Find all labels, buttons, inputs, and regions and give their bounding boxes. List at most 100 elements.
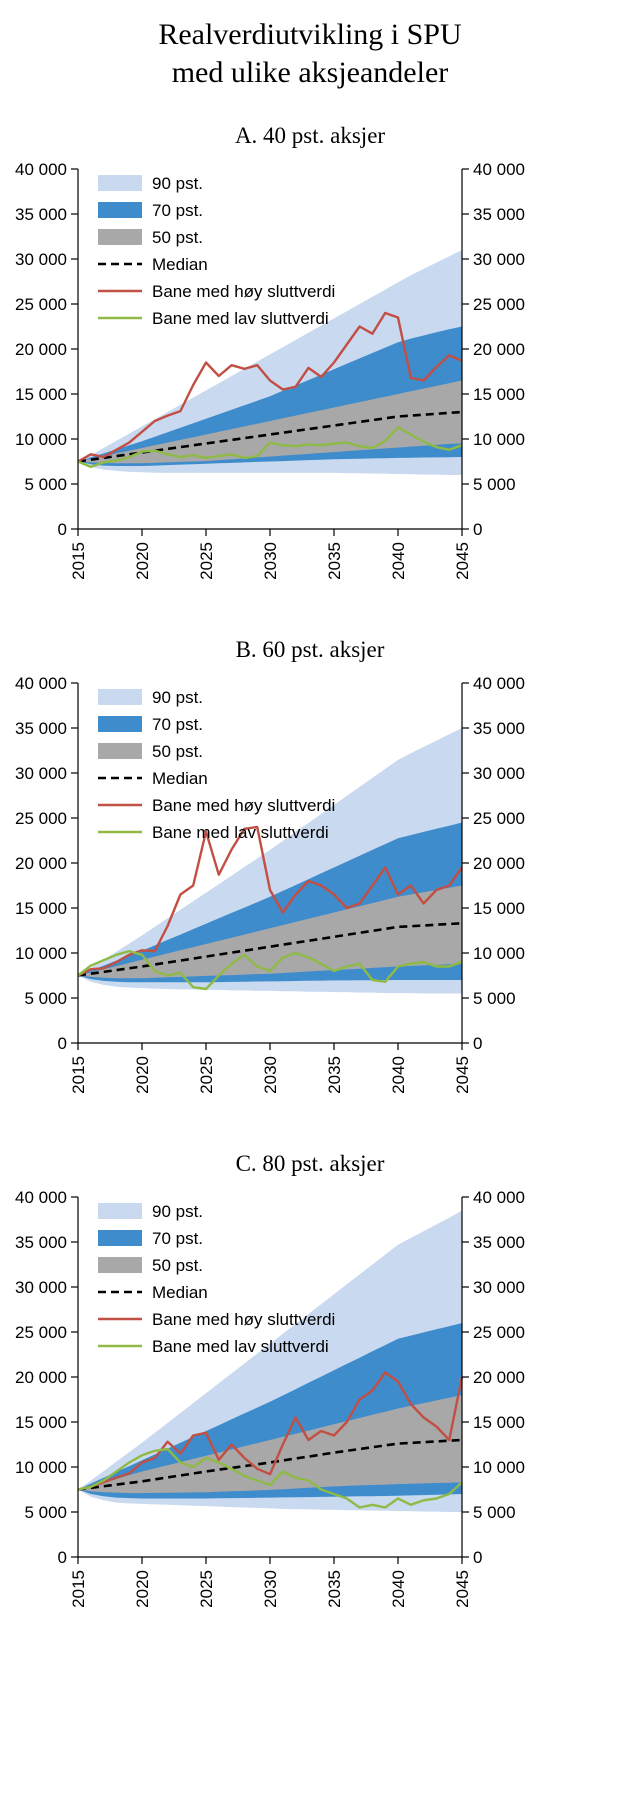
- panel-c-chart: 0 0 5 000 5 000 10 000 10 000 15 000 15 000 20 0…: [15, 1188, 525, 1608]
- legend-swatch-band70: [98, 1229, 142, 1246]
- band-50pct: [78, 885, 462, 978]
- x-tick-label: 2030: [261, 542, 280, 580]
- y-tick-label-right: 0: [473, 520, 482, 539]
- y-tick-label-left: 25 000: [15, 295, 67, 314]
- x-tick-label: 2030: [261, 1056, 280, 1094]
- x-tick-label: 2020: [133, 542, 152, 580]
- y-tick-label-left: 5 000: [24, 1503, 67, 1522]
- y-tick-label-left: 15 000: [15, 899, 67, 918]
- band-50pct: [78, 380, 462, 464]
- x-tick-label: 2035: [325, 1056, 344, 1094]
- y-tick-label-right: 30 000: [473, 764, 525, 783]
- high-endvalue-line: [77, 1371, 464, 1491]
- x-tick-label: 2040: [389, 1570, 408, 1608]
- y-tick-label-left: 20 000: [15, 1368, 67, 1387]
- legend-label: Median: [152, 769, 208, 788]
- legend-swatch-band50: [98, 1256, 142, 1273]
- x-tick-label: 2035: [325, 1570, 344, 1608]
- panel-a: A. 40 pst. aksjer 0 0 5 000 5 000 10 000 10 0…: [0, 123, 620, 603]
- x-tick-label: 2015: [69, 1056, 88, 1094]
- x-tick-label: 2045: [453, 1570, 472, 1608]
- x-tick-label: 2045: [453, 1056, 472, 1094]
- y-tick-label-left: 15 000: [15, 1413, 67, 1432]
- figure-title-line2: med ulike aksjeandeler: [171, 56, 449, 90]
- y-tick-label-left: 30 000: [15, 764, 67, 783]
- x-tick-label: 2015: [69, 1570, 88, 1608]
- legend-label: 90 pst.: [152, 174, 203, 193]
- x-tick-label: 2035: [325, 542, 344, 580]
- x-tick-label: 2045: [453, 542, 472, 580]
- x-tick-label: 2025: [197, 542, 216, 580]
- figure: Realverdiutvikling i SPU med ulike aksjea…: [0, 16, 620, 1631]
- y-tick-label-left: 15 000: [15, 385, 67, 404]
- legend-label: Median: [152, 255, 208, 274]
- y-tick-label-right: 25 000: [473, 809, 525, 828]
- y-tick-label-left: 30 000: [15, 1278, 67, 1297]
- y-tick-label-right: 25 000: [473, 1323, 525, 1342]
- y-tick-label-left: 25 000: [15, 1323, 67, 1342]
- y-tick-label-left: 0: [58, 520, 67, 539]
- x-tick-label: 2040: [389, 542, 408, 580]
- low-endvalue-line: [77, 949, 463, 990]
- x-tick-label: 2020: [133, 1056, 152, 1094]
- panel-c: C. 80 pst. aksjer 0 0 5 000 5 000 10 000 10 0…: [0, 1151, 620, 1631]
- y-tick-label-left: 30 000: [15, 250, 67, 269]
- y-tick-label-right: 35 000: [473, 1233, 525, 1252]
- y-tick-label-right: 15 000: [473, 385, 525, 404]
- y-tick-label-left: 0: [58, 1548, 67, 1567]
- y-tick-label-right: 30 000: [473, 1278, 525, 1297]
- legend-swatch-band90: [98, 1202, 142, 1219]
- legend-label: Bane med lav sluttverdi: [152, 309, 329, 328]
- y-tick-label-left: 5 000: [24, 475, 67, 494]
- y-tick-label-left: 35 000: [15, 205, 67, 224]
- legend-swatch-band90: [98, 174, 142, 191]
- high-endvalue-line: [77, 825, 463, 977]
- legend-swatch-band50: [98, 228, 142, 245]
- legend-label: 90 pst.: [152, 688, 203, 707]
- legend-swatch-band70: [98, 201, 142, 218]
- y-tick-label-left: 40 000: [15, 674, 67, 693]
- low-endvalue-line: [77, 425, 463, 468]
- y-tick-label-right: 5 000: [473, 989, 516, 1008]
- legend-label: 50 pst.: [152, 1256, 203, 1275]
- panel-b-chart: 0 0 5 000 5 000 10 000 10 000 15 000 15 000 20 0…: [15, 674, 525, 1094]
- legend-label: Bane med høy sluttverdi: [152, 1310, 335, 1329]
- legend-label: 70 pst.: [152, 1229, 203, 1248]
- y-tick-label-right: 35 000: [473, 719, 525, 738]
- legend-label: 70 pst.: [152, 201, 203, 220]
- low-endvalue-line: [77, 1447, 463, 1509]
- x-tick-label: 2030: [261, 1570, 280, 1608]
- legend-label: 50 pst.: [152, 742, 203, 761]
- band-50pct: [78, 1394, 462, 1493]
- y-tick-label-left: 25 000: [15, 809, 67, 828]
- y-tick-label-left: 5 000: [24, 989, 67, 1008]
- legend-label: Bane med lav sluttverdi: [152, 823, 329, 842]
- y-tick-label-left: 0: [58, 1034, 67, 1053]
- x-tick-label: 2025: [197, 1056, 216, 1094]
- y-tick-label-left: 20 000: [15, 340, 67, 359]
- panel-b-title: B. 60 pst. aksjer: [235, 636, 385, 662]
- y-tick-label-right: 35 000: [473, 205, 525, 224]
- y-tick-label-left: 10 000: [15, 430, 67, 449]
- y-tick-label-right: 5 000: [473, 475, 516, 494]
- legend-swatch-band90: [98, 688, 142, 705]
- y-tick-label-right: 0: [473, 1034, 482, 1053]
- x-tick-label: 2015: [69, 542, 88, 580]
- y-tick-label-left: 10 000: [15, 1458, 67, 1477]
- y-tick-label-right: 40 000: [473, 160, 525, 179]
- legend-label: Bane med høy sluttverdi: [152, 796, 335, 815]
- panel-a-title: A. 40 pst. aksjer: [234, 122, 386, 148]
- y-tick-label-right: 30 000: [473, 250, 525, 269]
- y-tick-label-right: 10 000: [473, 430, 525, 449]
- figure-title: Realverdiutvikling i SPU med ulike aksjea…: [0, 16, 620, 93]
- y-tick-label-left: 40 000: [15, 1188, 67, 1207]
- y-tick-label-right: 20 000: [473, 1368, 525, 1387]
- figure-title-line1: Realverdiutvikling i SPU: [158, 18, 462, 51]
- x-tick-label: 2025: [197, 1570, 216, 1608]
- y-tick-label-right: 40 000: [473, 1188, 525, 1207]
- y-tick-label-right: 15 000: [473, 899, 525, 918]
- panel-c-title: C. 80 pst. aksjer: [235, 1150, 385, 1176]
- legend-label: 50 pst.: [152, 228, 203, 247]
- legend-label: Bane med høy sluttverdi: [152, 282, 335, 301]
- legend-label: 90 pst.: [152, 1202, 203, 1221]
